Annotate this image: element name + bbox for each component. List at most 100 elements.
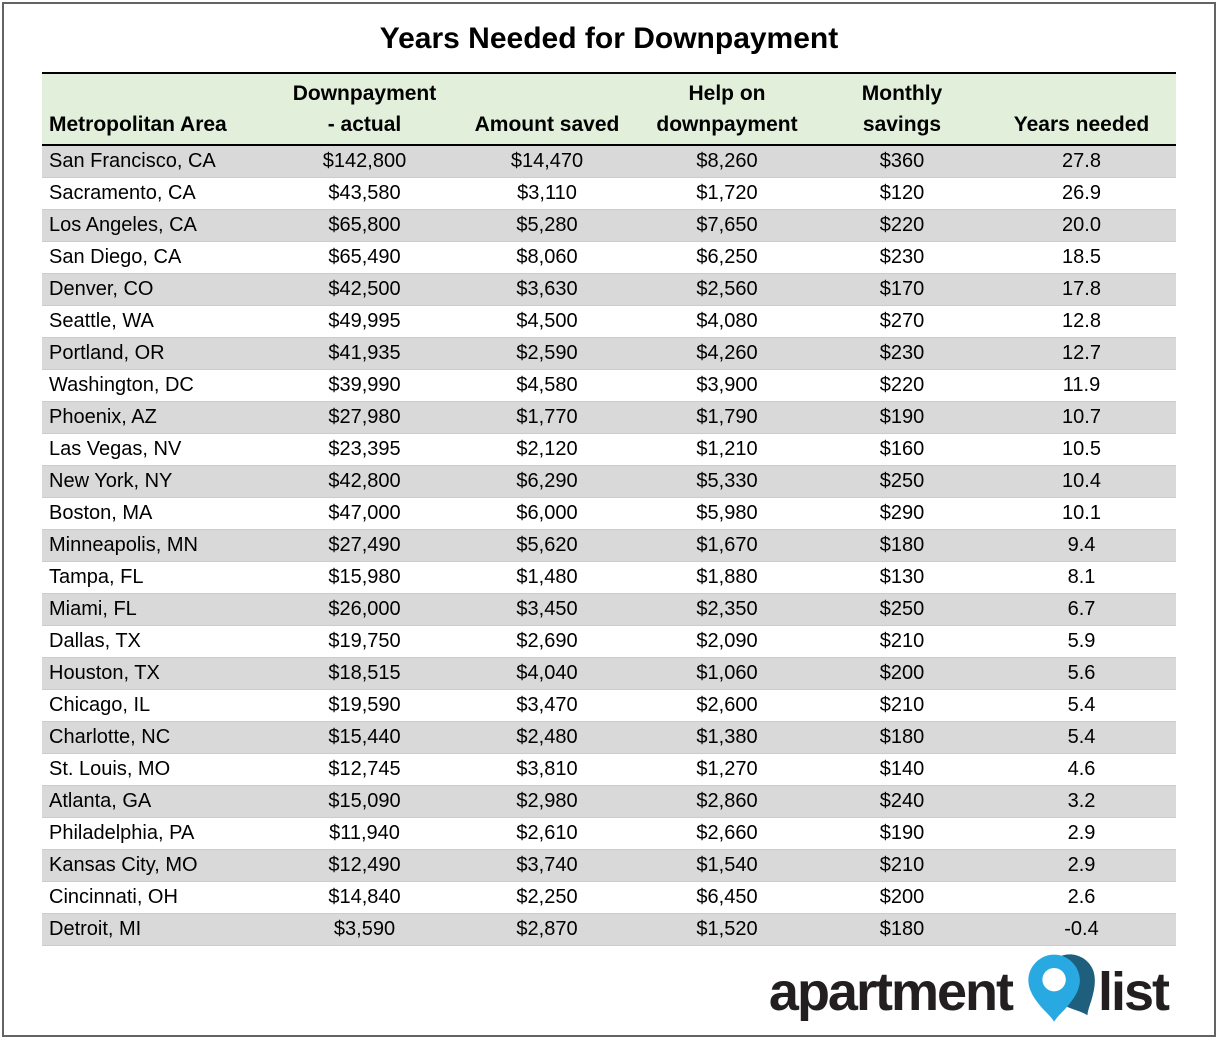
- value-cell: 5.6: [987, 657, 1176, 690]
- metro-area-cell: Sacramento, CA: [42, 177, 272, 210]
- value-cell: $142,800: [272, 145, 457, 178]
- table-row: Philadelphia, PA $11,940 $2,610 $2,660 $190 2…: [42, 817, 1176, 850]
- value-cell: $65,490: [272, 241, 457, 274]
- value-cell: $1,210: [637, 433, 817, 466]
- value-cell: $12,745: [272, 753, 457, 786]
- value-cell: $2,660: [637, 817, 817, 850]
- value-cell: $220: [817, 209, 987, 242]
- value-cell: $23,395: [272, 433, 457, 466]
- table-row: Atlanta, GA $15,090 $2,980 $2,860 $240 3.2: [42, 785, 1176, 818]
- table-row: St. Louis, MO $12,745 $3,810 $1,270 $140 4.6: [42, 753, 1176, 786]
- value-cell: $2,350: [637, 593, 817, 626]
- metro-area-cell: Dallas, TX: [42, 625, 272, 658]
- value-cell: $47,000: [272, 497, 457, 530]
- value-cell: $1,060: [637, 657, 817, 690]
- value-cell: $200: [817, 657, 987, 690]
- value-cell: $4,080: [637, 305, 817, 338]
- metro-area-cell: New York, NY: [42, 465, 272, 498]
- metro-area-cell: Phoenix, AZ: [42, 401, 272, 434]
- value-cell: $39,990: [272, 369, 457, 402]
- metro-area-cell: St. Louis, MO: [42, 753, 272, 786]
- value-cell: $5,330: [637, 465, 817, 498]
- value-cell: $5,620: [457, 529, 637, 562]
- header-line: Metropolitan Area: [49, 113, 227, 136]
- value-cell: 12.8: [987, 305, 1176, 338]
- value-cell: $290: [817, 497, 987, 530]
- value-cell: $15,440: [272, 721, 457, 754]
- apartment-list-logo: apartment list: [768, 954, 1170, 1029]
- value-cell: 4.6: [987, 753, 1176, 786]
- table-row: Detroit, MI $3,590 $2,870 $1,520 $180 -0.4: [42, 913, 1176, 946]
- value-cell: $14,840: [272, 881, 457, 914]
- metro-area-cell: Denver, CO: [42, 273, 272, 306]
- table-body: San Francisco, CA $142,800 $14,470 $8,260 $3…: [42, 145, 1176, 946]
- value-cell: $1,270: [637, 753, 817, 786]
- metro-area-cell: Detroit, MI: [42, 913, 272, 946]
- metro-area-cell: Charlotte, NC: [42, 721, 272, 754]
- map-pin-hole: [1042, 967, 1066, 992]
- table-row: San Francisco, CA $142,800 $14,470 $8,260 $3…: [42, 145, 1176, 178]
- metro-area-cell: Los Angeles, CA: [42, 209, 272, 242]
- value-cell: 11.9: [987, 369, 1176, 402]
- table-row: Cincinnati, OH $14,840 $2,250 $6,450 $200 2.6: [42, 881, 1176, 914]
- value-cell: $5,980: [637, 497, 817, 530]
- table-row: Charlotte, NC $15,440 $2,480 $1,380 $180 5.4: [42, 721, 1176, 754]
- value-cell: $14,470: [457, 145, 637, 178]
- value-cell: 10.5: [987, 433, 1176, 466]
- value-cell: $3,590: [272, 913, 457, 946]
- logo-apartment-text: apartment: [768, 962, 1014, 1022]
- value-cell: $190: [817, 817, 987, 850]
- table-row: Portland, OR $41,935 $2,590 $4,260 $230 12.7: [42, 337, 1176, 370]
- value-cell: 10.1: [987, 497, 1176, 530]
- table-row: New York, NY $42,800 $6,290 $5,330 $250 10.4: [42, 465, 1176, 498]
- header-line: Monthly: [861, 82, 943, 105]
- value-cell: $180: [817, 913, 987, 946]
- value-cell: $11,940: [272, 817, 457, 850]
- value-cell: $250: [817, 465, 987, 498]
- value-cell: 2.9: [987, 817, 1176, 850]
- metro-area-cell: Chicago, IL: [42, 689, 272, 722]
- value-cell: $270: [817, 305, 987, 338]
- value-cell: $6,000: [457, 497, 637, 530]
- value-cell: $2,250: [457, 881, 637, 914]
- table-row: Dallas, TX $19,750 $2,690 $2,090 $210 5.9: [42, 625, 1176, 658]
- value-cell: $42,800: [272, 465, 457, 498]
- value-cell: $220: [817, 369, 987, 402]
- value-cell: $2,480: [457, 721, 637, 754]
- value-cell: $1,520: [637, 913, 817, 946]
- value-cell: 18.5: [987, 241, 1176, 274]
- value-cell: $6,450: [637, 881, 817, 914]
- value-cell: $15,090: [272, 785, 457, 818]
- metro-area-cell: Miami, FL: [42, 593, 272, 626]
- value-cell: $8,260: [637, 145, 817, 178]
- value-cell: $27,490: [272, 529, 457, 562]
- value-cell: 3.2: [987, 785, 1176, 818]
- value-cell: $41,935: [272, 337, 457, 370]
- value-cell: $1,770: [457, 401, 637, 434]
- header-row: Metropolitan Area Downpayment - actual A…: [42, 73, 1176, 146]
- value-cell: $65,800: [272, 209, 457, 242]
- value-cell: 6.7: [987, 593, 1176, 626]
- value-cell: $3,900: [637, 369, 817, 402]
- value-cell: $12,490: [272, 849, 457, 882]
- value-cell: $1,880: [637, 561, 817, 594]
- header-line: Amount saved: [474, 113, 620, 136]
- header-line: savings: [862, 113, 942, 136]
- value-cell: $210: [817, 849, 987, 882]
- metro-area-cell: Washington, DC: [42, 369, 272, 402]
- header-metropolitan-area: Metropolitan Area: [42, 73, 272, 146]
- value-cell: $2,870: [457, 913, 637, 946]
- metro-area-cell: Seattle, WA: [42, 305, 272, 338]
- value-cell: $2,690: [457, 625, 637, 658]
- value-cell: $2,980: [457, 785, 637, 818]
- value-cell: 17.8: [987, 273, 1176, 306]
- metro-area-cell: Tampa, FL: [42, 561, 272, 594]
- value-cell: $6,290: [457, 465, 637, 498]
- value-cell: $180: [817, 529, 987, 562]
- value-cell: $1,670: [637, 529, 817, 562]
- value-cell: $250: [817, 593, 987, 626]
- value-cell: $8,060: [457, 241, 637, 274]
- table-row: Boston, MA $47,000 $6,000 $5,980 $290 10.1: [42, 497, 1176, 530]
- table-row: Phoenix, AZ $27,980 $1,770 $1,790 $190 10.7: [42, 401, 1176, 434]
